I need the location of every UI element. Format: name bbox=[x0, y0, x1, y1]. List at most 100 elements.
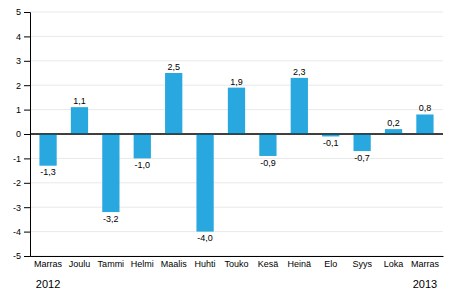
bar bbox=[134, 134, 151, 158]
y-tick-mark bbox=[24, 36, 30, 37]
data-label: -3,2 bbox=[103, 214, 119, 224]
annotations: 2012 2013 bbox=[36, 278, 437, 290]
x-tick-label: Elo bbox=[324, 259, 337, 269]
bar bbox=[39, 134, 56, 166]
y-tick-label: -2 bbox=[13, 178, 21, 188]
data-label: 1,9 bbox=[230, 77, 243, 87]
x-tick: Loka bbox=[384, 256, 404, 269]
y-tick: 1 bbox=[16, 105, 30, 115]
y-tick: 2 bbox=[16, 81, 30, 91]
x-tick-label: Helmi bbox=[131, 259, 154, 269]
y-tick: -4 bbox=[13, 227, 30, 237]
x-tick-label: Marras bbox=[411, 259, 440, 269]
x-tick: Kesä bbox=[258, 256, 279, 269]
plot: -5 -4 -3 -2 -1 0 1 2 3 4 5 Marras Joulu Tammi Helmi Maa… bbox=[13, 7, 444, 290]
grid-line bbox=[30, 256, 443, 257]
x-tick: Marras bbox=[34, 256, 63, 269]
y-tick-mark bbox=[24, 61, 30, 62]
y-tick-label: -1 bbox=[13, 154, 21, 164]
y-tick: -1 bbox=[13, 154, 30, 164]
grid bbox=[30, 12, 443, 256]
x-tick: Touko bbox=[224, 256, 248, 269]
grid-line bbox=[30, 158, 443, 159]
y-axis: -5 -4 -3 -2 -1 0 1 2 3 4 5 bbox=[13, 7, 31, 261]
x-tick: Helmi bbox=[131, 256, 154, 269]
x-axis: Marras Joulu Tammi Helmi Maalis Huhti Touko Kes… bbox=[31, 256, 444, 269]
x-tick-label: Syys bbox=[352, 259, 372, 269]
x-tick-label: Kesä bbox=[258, 259, 279, 269]
y-tick-label: 0 bbox=[16, 129, 21, 139]
bar bbox=[71, 107, 88, 134]
data-label: 0,2 bbox=[387, 118, 400, 128]
x-tick: Joulu bbox=[69, 256, 91, 269]
y-tick-mark bbox=[24, 232, 30, 233]
data-labels: -1,3 1,1 -3,2 -1,0 2,5 -4,0 1,9 -0,9 2,3 -0,1 -0,7… bbox=[40, 62, 431, 243]
x-tick: Tammi bbox=[98, 256, 125, 269]
data-label: -4,0 bbox=[197, 233, 213, 243]
x-tick: Elo bbox=[324, 256, 337, 269]
bar bbox=[291, 78, 308, 134]
y-tick-mark bbox=[24, 183, 30, 184]
y-tick: 3 bbox=[16, 56, 30, 66]
bar bbox=[228, 88, 245, 134]
y-tick-label: -4 bbox=[13, 227, 21, 237]
data-label: 2,5 bbox=[167, 62, 180, 72]
y-tick-label: 1 bbox=[16, 105, 21, 115]
y-tick-label: -3 bbox=[13, 203, 21, 213]
x-tick: Heinä bbox=[288, 256, 312, 269]
grid-line bbox=[30, 60, 443, 61]
bar bbox=[353, 134, 370, 151]
x-tick: Huhti bbox=[195, 256, 216, 269]
year-label: 2013 bbox=[413, 278, 437, 290]
y-tick: -2 bbox=[13, 178, 30, 188]
y-tick-label: 5 bbox=[16, 7, 21, 17]
data-label: -1,0 bbox=[135, 160, 151, 170]
x-tick-label: Marras bbox=[34, 259, 63, 269]
bar bbox=[102, 134, 119, 212]
data-label: 2,3 bbox=[293, 67, 306, 77]
zero-line bbox=[30, 134, 443, 135]
y-tick: -3 bbox=[13, 203, 30, 213]
data-label: -1,3 bbox=[40, 167, 56, 177]
x-tick-label: Loka bbox=[384, 259, 404, 269]
bar bbox=[196, 134, 213, 232]
grid-line bbox=[30, 207, 443, 208]
bar bbox=[165, 73, 182, 134]
x-tick-label: Tammi bbox=[98, 259, 125, 269]
x-tick: Marras bbox=[411, 256, 440, 269]
grid-line bbox=[30, 182, 443, 183]
y-tick-mark bbox=[24, 256, 30, 257]
x-tick-label: Touko bbox=[224, 259, 248, 269]
x-tick-label: Heinä bbox=[288, 259, 312, 269]
y-tick-mark bbox=[24, 134, 30, 135]
y-tick-mark bbox=[24, 12, 30, 13]
x-tick-label: Maalis bbox=[161, 259, 188, 269]
bar bbox=[416, 114, 433, 134]
y-tick-label: -5 bbox=[13, 251, 21, 261]
data-label: 0,8 bbox=[419, 103, 432, 113]
bars bbox=[39, 73, 433, 232]
y-tick: 4 bbox=[16, 32, 30, 42]
y-tick-mark bbox=[24, 85, 30, 86]
grid-line bbox=[30, 134, 443, 135]
y-tick: 0 bbox=[16, 129, 30, 139]
data-label: -0,9 bbox=[260, 158, 276, 168]
grid-line bbox=[30, 12, 443, 13]
data-label: -0,1 bbox=[323, 138, 339, 148]
x-tick-label: Joulu bbox=[69, 259, 91, 269]
y-tick-mark bbox=[24, 207, 30, 208]
y-tick-mark bbox=[24, 158, 30, 159]
grid-line bbox=[30, 36, 443, 37]
grid-line bbox=[30, 231, 443, 232]
data-label: -0,7 bbox=[354, 153, 370, 163]
x-tick-label: Huhti bbox=[195, 259, 216, 269]
y-tick: -5 bbox=[13, 251, 30, 261]
bar bbox=[385, 129, 402, 134]
y-tick-label: 3 bbox=[16, 56, 21, 66]
x-tick: Syys bbox=[352, 256, 372, 269]
y-axis-line bbox=[24, 13, 31, 257]
data-label: 1,1 bbox=[73, 96, 86, 106]
y-tick-mark bbox=[24, 110, 30, 111]
chart: -5 -4 -3 -2 -1 0 1 2 3 4 5 Marras Joulu Tammi Helmi Maa… bbox=[0, 0, 453, 302]
year-label: 2012 bbox=[36, 278, 60, 290]
